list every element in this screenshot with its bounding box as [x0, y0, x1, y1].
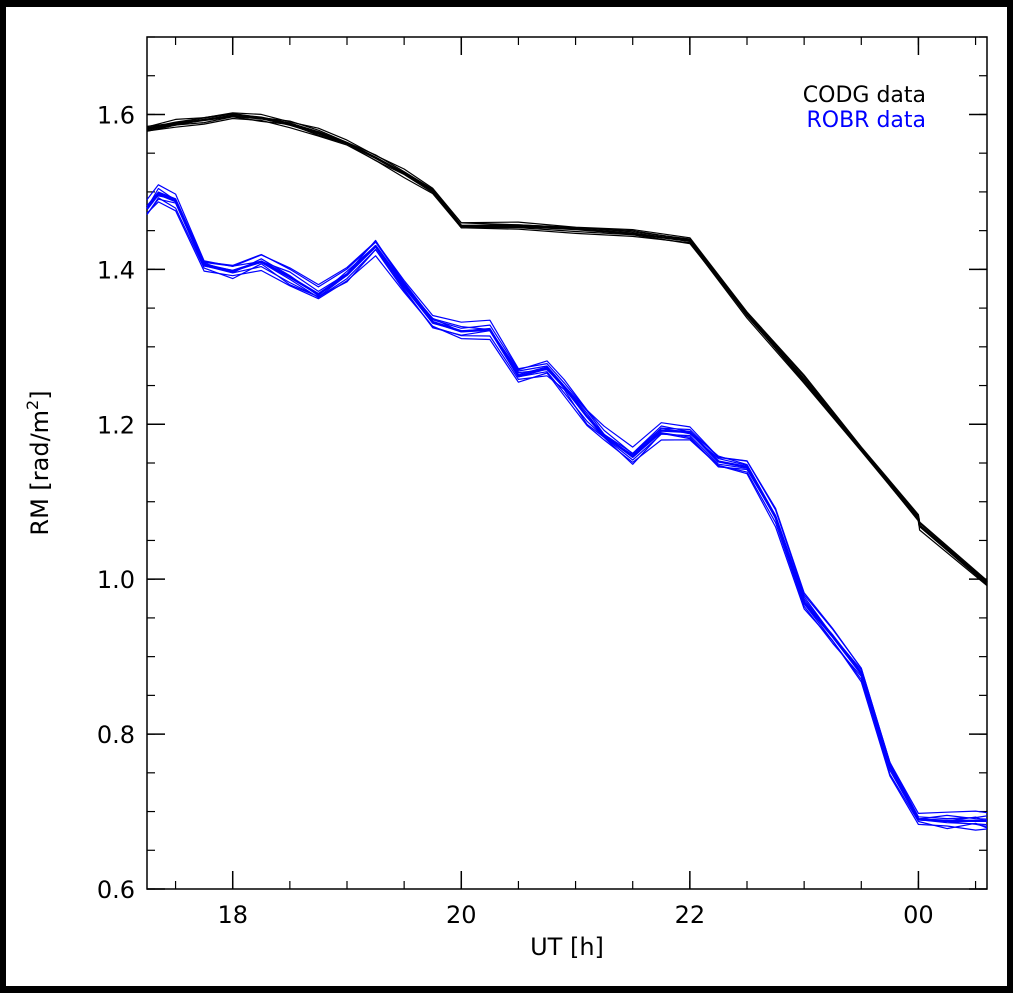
- series-layer: [146, 112, 988, 831]
- x-tick-label: 20: [446, 901, 477, 929]
- x-axis-label: UT [h]: [530, 933, 604, 961]
- series-line-main-codg: [146, 114, 988, 584]
- y-tick-label: 0.8: [97, 721, 135, 749]
- series-line-robr: [146, 198, 988, 828]
- series-line-robr: [146, 201, 988, 831]
- chart-canvas: 18 20 22 00 0.6 0.8 1.0 1.2 1.4 1.6 UT [h] RM [ra…: [6, 7, 1007, 986]
- y-tick-label: 0.6: [97, 876, 135, 904]
- line-chart: 18 20 22 00 0.6 0.8 1.0 1.2 1.4 1.6 UT [h] RM [ra…: [23, 36, 988, 961]
- series-line-codg: [146, 112, 988, 583]
- y-axis-label-superscript: 2: [23, 400, 42, 410]
- y-axis-label-close: ]: [26, 390, 54, 399]
- x-tick-label: 18: [217, 901, 248, 929]
- series-line-main-robr: [146, 192, 987, 822]
- series-line-robr: [146, 197, 988, 830]
- series-line-codg: [146, 114, 988, 585]
- series-line-robr: [146, 191, 988, 820]
- x-tick-label: 22: [675, 901, 706, 929]
- series-line-codg: [146, 113, 988, 584]
- legend-entry-robr: ROBR data: [806, 108, 926, 133]
- y-axis-label: RM [rad/m2]: [23, 390, 54, 535]
- y-tick-label: 1.0: [97, 566, 135, 594]
- y-tick-label: 1.6: [97, 101, 135, 129]
- series-line-robr: [146, 192, 988, 826]
- series-line-codg: [146, 112, 988, 581]
- series-line-codg: [146, 116, 988, 586]
- series-line-robr: [146, 195, 988, 823]
- legend: CODG data ROBR data: [803, 83, 926, 133]
- y-tick-label: 1.2: [97, 411, 135, 439]
- plot-frame: [146, 36, 988, 890]
- series-line-robr: [146, 184, 988, 815]
- axis-ticks: 18 20 22 00 0.6 0.8 1.0 1.2 1.4 1.6: [97, 36, 987, 929]
- series-line-codg: [146, 117, 988, 587]
- series-line-robr: [146, 187, 988, 820]
- y-axis-label-main: RM [rad/m: [26, 410, 54, 536]
- y-tick-label: 1.4: [97, 256, 135, 284]
- legend-entry-codg: CODG data: [803, 83, 926, 108]
- x-tick-label: 00: [903, 901, 934, 929]
